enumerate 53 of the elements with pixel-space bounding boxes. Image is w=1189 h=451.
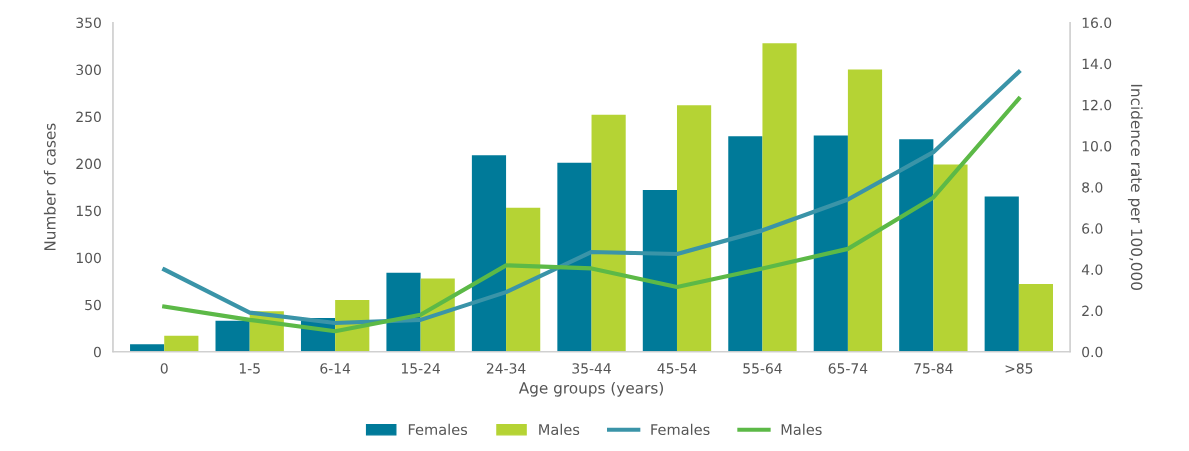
y-tick-label: 50	[85, 299, 101, 311]
x-tick-label: 24-34	[486, 363, 526, 374]
y-tick-label: 250	[76, 111, 101, 123]
legend-label: Males	[539, 423, 580, 436]
y-tick-label: 0	[93, 346, 101, 358]
x-tick-label: 55-64	[743, 363, 782, 374]
y2-tick-label: 2.0	[1082, 305, 1103, 317]
y2-tick-label: 14.0	[1082, 58, 1112, 70]
x-tick-label: 0	[160, 363, 168, 374]
bar	[557, 162, 592, 352]
bar	[813, 135, 848, 352]
bar	[728, 136, 763, 352]
bar	[506, 207, 541, 352]
bar	[933, 164, 968, 352]
bar	[899, 139, 934, 352]
legend-label: Females	[651, 423, 710, 436]
y2-tick-label: 8.0	[1082, 182, 1103, 193]
x-tick-label: 15-24	[401, 363, 441, 374]
x-tick-label: >85	[1005, 363, 1033, 374]
bar	[471, 155, 507, 352]
x-tick-label: 6-14	[320, 363, 351, 374]
y-tick-label: 100	[76, 252, 101, 264]
y-axis-title: Number of cases	[43, 123, 56, 251]
x-tick-label: 45-54	[657, 363, 697, 374]
x-tick-label: 1-5	[239, 363, 260, 374]
bar	[130, 344, 165, 352]
bar	[591, 114, 626, 352]
legend-label: Females	[408, 423, 468, 436]
y-tick-label: 300	[76, 64, 101, 76]
y2-tick-label: 4.0	[1081, 264, 1103, 275]
y2-tick-label: 6.0	[1082, 223, 1103, 234]
y2-tick-label: 10.0	[1082, 140, 1112, 152]
bar	[676, 105, 712, 352]
bar	[762, 43, 797, 352]
y-tick-label: 200	[76, 158, 101, 170]
y2-tick-label: 12.0	[1082, 99, 1112, 111]
bar	[386, 272, 421, 352]
y-tick-label: 350	[76, 17, 101, 29]
x-tick-label: 65-74	[828, 363, 868, 374]
y-tick-label: 150	[76, 205, 101, 217]
bar	[164, 335, 199, 352]
x-tick-label: 35-44	[572, 363, 611, 374]
x-tick-label: 75-84	[914, 363, 953, 374]
legend-label: Males	[781, 423, 822, 436]
y2-tick-label: 16.0	[1082, 17, 1112, 29]
bar	[642, 189, 677, 352]
x-axis-title: Age groups (years)	[518, 381, 663, 397]
bar	[215, 320, 250, 352]
y2-axis-title: Incidence rate per 100,000	[1127, 84, 1143, 290]
y2-tick-label: 0.0	[1082, 346, 1103, 358]
bar	[984, 196, 1019, 352]
bar	[847, 69, 883, 352]
bar	[1018, 284, 1054, 352]
